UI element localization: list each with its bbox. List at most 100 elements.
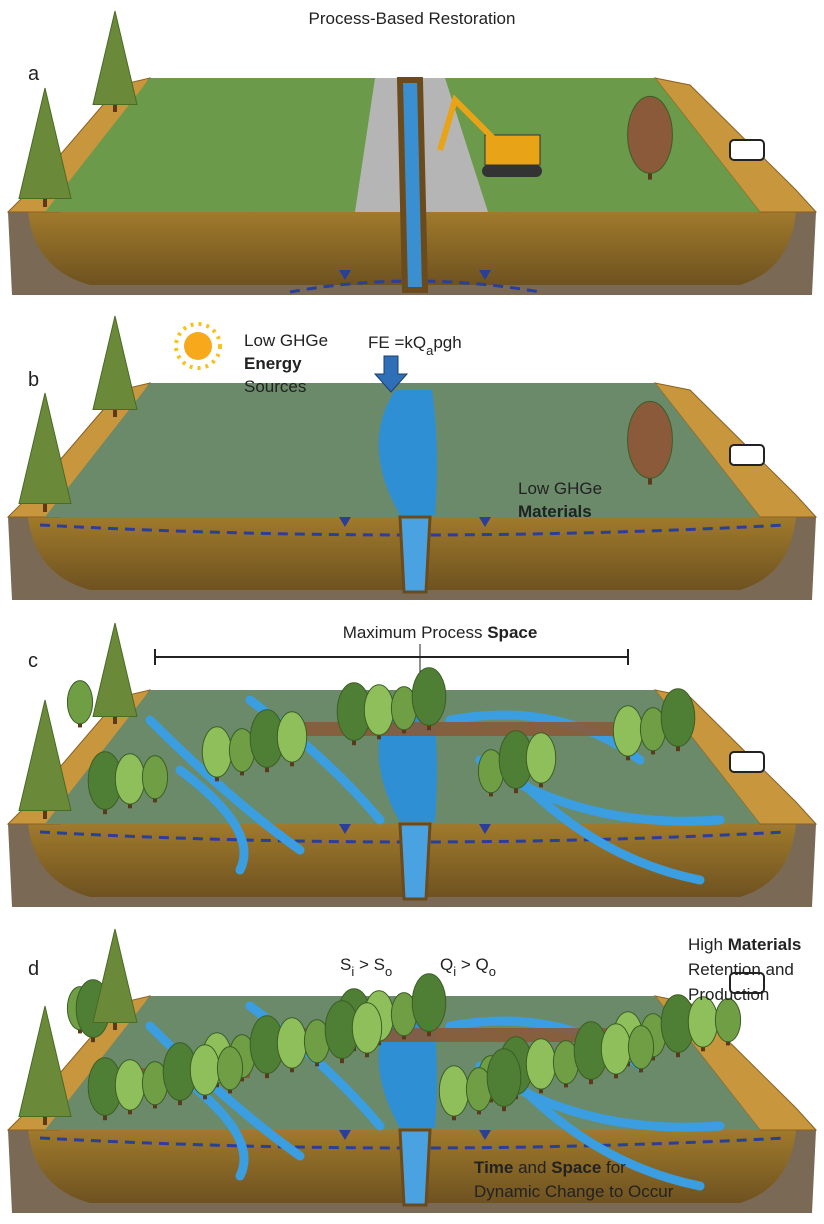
tree — [600, 1023, 632, 1075]
part: o — [489, 964, 496, 979]
tree — [411, 973, 447, 1032]
side-channel — [175, 765, 249, 875]
energy-line: Energy — [244, 354, 302, 373]
water-table — [39, 523, 786, 537]
tree — [525, 1038, 557, 1090]
tree — [201, 726, 233, 778]
formula-part: FE =kQ — [368, 333, 426, 352]
panel-label: a — [28, 63, 40, 85]
tree — [411, 667, 447, 726]
retention-line: High Materials — [688, 935, 801, 954]
panel-label: b — [28, 369, 39, 391]
conifer — [18, 1005, 72, 1117]
trunk — [43, 1113, 47, 1125]
waterfall — [398, 822, 432, 901]
tree — [438, 1065, 470, 1117]
part: S — [340, 955, 351, 974]
part: for — [601, 1158, 626, 1177]
part: Time — [474, 1158, 513, 1177]
conifer — [92, 622, 138, 717]
tree — [141, 755, 169, 800]
energy-line: Sources — [244, 377, 306, 396]
conifer — [18, 87, 72, 199]
cow — [729, 972, 765, 994]
trunk — [113, 712, 117, 724]
space-bar — [154, 644, 629, 672]
tree — [687, 996, 719, 1048]
conifer — [92, 10, 138, 105]
water-marker — [479, 1130, 491, 1140]
tree — [627, 400, 673, 479]
panel-label: d — [28, 958, 39, 980]
sediment-balance: Si > So — [340, 955, 392, 979]
tree — [276, 1017, 308, 1069]
tree — [612, 705, 644, 757]
side-channel — [515, 775, 705, 885]
tree — [627, 1025, 655, 1070]
sun — [174, 322, 222, 370]
cow — [729, 444, 765, 466]
side-channel — [145, 1021, 305, 1161]
excavator-arm — [437, 94, 498, 151]
conifer — [92, 928, 138, 1023]
water-marker — [479, 824, 491, 834]
part: i — [453, 964, 456, 979]
part: Materials — [728, 935, 802, 954]
water-table — [39, 830, 786, 844]
flow-arrow — [373, 355, 409, 393]
flow-balance: Qi > Qo — [440, 955, 496, 979]
tree — [276, 711, 308, 763]
trunk — [113, 100, 117, 112]
waterfall — [398, 515, 432, 594]
trunk — [43, 807, 47, 819]
cow — [729, 139, 765, 161]
formula-part: pgh — [433, 333, 461, 352]
conifer — [18, 699, 72, 811]
retention-line: Production — [688, 985, 769, 1004]
part: Space — [551, 1158, 601, 1177]
water-marker — [479, 270, 491, 280]
tree — [114, 753, 146, 805]
tree — [714, 998, 742, 1043]
water-table — [39, 1136, 786, 1150]
trunk — [43, 195, 47, 207]
part: > S — [354, 955, 385, 974]
part: and — [513, 1158, 551, 1177]
trunk — [113, 405, 117, 417]
part: Q — [440, 955, 453, 974]
trunk — [43, 500, 47, 512]
materials-line: Materials — [518, 502, 592, 521]
water-marker — [339, 270, 351, 280]
retention-line: Retention and — [688, 960, 794, 979]
side-channel — [145, 715, 305, 855]
tree — [351, 1002, 383, 1054]
water-marker — [339, 824, 351, 834]
cow — [729, 751, 765, 773]
excavator-track — [482, 165, 542, 177]
space-label: Maximum Process Space — [343, 623, 538, 642]
formula-sub: a — [426, 343, 434, 358]
conifer — [92, 315, 138, 410]
tree — [627, 95, 673, 174]
panel-label: c — [28, 650, 38, 672]
tree — [660, 688, 696, 747]
tree — [363, 684, 395, 736]
tree — [216, 1046, 244, 1091]
conifer — [18, 392, 72, 504]
title: Process-Based Restoration — [309, 9, 516, 28]
incised-channel — [396, 77, 429, 293]
tree — [66, 680, 94, 725]
tree — [114, 1059, 146, 1111]
energy-line: Low GHGe — [244, 331, 328, 350]
part: o — [385, 964, 392, 979]
part: i — [351, 964, 354, 979]
tree — [525, 732, 557, 784]
waterfall — [398, 1128, 432, 1207]
tree — [189, 1044, 221, 1096]
trunk — [113, 1018, 117, 1030]
water-marker — [339, 517, 351, 527]
change-line: Time and Space for — [474, 1158, 626, 1177]
scenes — [6, 10, 818, 1213]
water-marker — [339, 1130, 351, 1140]
